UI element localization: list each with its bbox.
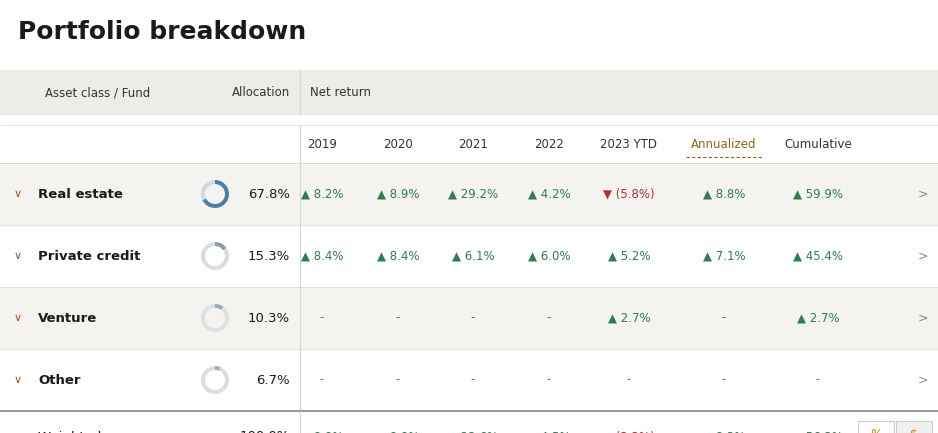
FancyBboxPatch shape (0, 225, 938, 287)
Text: -: - (396, 311, 401, 324)
FancyBboxPatch shape (896, 421, 932, 433)
FancyBboxPatch shape (0, 349, 938, 411)
Text: ▲ 6.1%: ▲ 6.1% (452, 249, 494, 262)
FancyBboxPatch shape (0, 163, 938, 225)
Text: -: - (547, 374, 552, 387)
FancyBboxPatch shape (0, 70, 938, 115)
Text: -: - (627, 374, 631, 387)
FancyBboxPatch shape (858, 421, 894, 433)
Text: $: $ (910, 429, 918, 433)
Text: -: - (320, 311, 325, 324)
Text: -: - (471, 311, 476, 324)
Text: ∨: ∨ (14, 375, 23, 385)
Text: ▲ 2.7%: ▲ 2.7% (608, 311, 650, 324)
Text: 2023 YTD: 2023 YTD (600, 138, 658, 151)
Text: ▲ 45.4%: ▲ 45.4% (793, 249, 843, 262)
Text: >: > (917, 187, 929, 200)
Text: 15.3%: 15.3% (248, 249, 290, 262)
Text: Annualized: Annualized (691, 138, 757, 151)
Text: ▲ 4.2%: ▲ 4.2% (528, 187, 570, 200)
Wedge shape (201, 242, 229, 270)
Text: Weighted average: Weighted average (38, 430, 160, 433)
Text: >: > (917, 249, 929, 262)
Text: >: > (917, 374, 929, 387)
Text: Allocation: Allocation (232, 86, 290, 99)
Text: -: - (547, 311, 552, 324)
Text: 2021: 2021 (458, 138, 488, 151)
Text: -: - (722, 311, 726, 324)
Wedge shape (203, 180, 229, 208)
Text: 6.7%: 6.7% (256, 374, 290, 387)
Text: Cumulative: Cumulative (784, 138, 852, 151)
FancyBboxPatch shape (0, 411, 938, 433)
Wedge shape (201, 304, 229, 332)
Text: ▲ 8.9%: ▲ 8.9% (377, 187, 419, 200)
Text: >: > (917, 430, 929, 433)
Text: ▼ (3.3%): ▼ (3.3%) (603, 430, 655, 433)
Text: -: - (396, 374, 401, 387)
Text: >: > (917, 311, 929, 324)
Text: -: - (471, 374, 476, 387)
Text: Net return: Net return (310, 86, 371, 99)
Text: Portfolio breakdown: Portfolio breakdown (18, 20, 306, 44)
Text: ∨: ∨ (14, 189, 23, 199)
Text: ▲ 2.7%: ▲ 2.7% (796, 311, 840, 324)
Text: Asset class / Fund: Asset class / Fund (45, 86, 150, 99)
Text: 2020: 2020 (383, 138, 413, 151)
Wedge shape (201, 366, 229, 394)
Text: -: - (816, 374, 820, 387)
Text: ∨: ∨ (14, 313, 23, 323)
Text: ∨: ∨ (14, 251, 23, 261)
Text: 10.3%: 10.3% (248, 311, 290, 324)
Text: ▲ 8.8%: ▲ 8.8% (377, 430, 419, 433)
FancyBboxPatch shape (0, 125, 938, 163)
Wedge shape (201, 180, 215, 200)
FancyBboxPatch shape (0, 287, 938, 349)
Text: ▲ 8.8%: ▲ 8.8% (301, 430, 343, 433)
Text: 100.0%: 100.0% (239, 430, 290, 433)
Text: -: - (722, 374, 726, 387)
Text: ▲ 8.2%: ▲ 8.2% (301, 187, 343, 200)
Wedge shape (215, 242, 226, 250)
Text: ▲ 59.9%: ▲ 59.9% (793, 187, 843, 200)
Text: ▲ 7.1%: ▲ 7.1% (703, 249, 746, 262)
Text: ▲ 22.6%: ▲ 22.6% (448, 430, 498, 433)
Text: 2022: 2022 (534, 138, 564, 151)
Text: Real estate: Real estate (38, 187, 123, 200)
Wedge shape (215, 366, 220, 371)
Text: ▲ 4.5%: ▲ 4.5% (528, 430, 570, 433)
Text: ▼ (5.8%): ▼ (5.8%) (603, 187, 655, 200)
Text: ▲ 5.2%: ▲ 5.2% (608, 249, 650, 262)
Text: ▲ 8.4%: ▲ 8.4% (377, 249, 419, 262)
Text: ▲ 29.2%: ▲ 29.2% (448, 187, 498, 200)
Text: 67.8%: 67.8% (248, 187, 290, 200)
Text: Venture: Venture (38, 311, 98, 324)
Text: 2019: 2019 (307, 138, 337, 151)
Text: Other: Other (38, 374, 81, 387)
Text: ▲ 8.3%: ▲ 8.3% (703, 430, 745, 433)
Text: ▲ 6.0%: ▲ 6.0% (528, 249, 570, 262)
Text: %: % (870, 429, 882, 433)
Text: ▲ 8.8%: ▲ 8.8% (703, 187, 745, 200)
Text: -: - (320, 374, 325, 387)
Text: ▲ 8.4%: ▲ 8.4% (301, 249, 343, 262)
Text: Private credit: Private credit (38, 249, 141, 262)
Wedge shape (215, 304, 223, 310)
Text: ▲ 56.3%: ▲ 56.3% (793, 430, 843, 433)
